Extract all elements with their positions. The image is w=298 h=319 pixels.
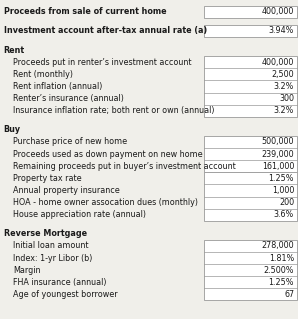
Text: 3.2%: 3.2%	[274, 106, 294, 115]
Text: 3.6%: 3.6%	[274, 210, 294, 219]
Text: Buy: Buy	[4, 125, 21, 134]
Text: 200: 200	[279, 198, 294, 207]
Text: Proceeds from sale of current home: Proceeds from sale of current home	[4, 7, 166, 16]
Text: 2.500%: 2.500%	[264, 266, 294, 275]
Text: 3.2%: 3.2%	[274, 82, 294, 91]
Text: 3.94%: 3.94%	[269, 26, 294, 35]
Text: Insurance inflation rate; both rent or own (annual): Insurance inflation rate; both rent or o…	[13, 106, 215, 115]
FancyBboxPatch shape	[204, 172, 297, 221]
FancyBboxPatch shape	[204, 240, 297, 300]
Text: Rent (monthly): Rent (monthly)	[13, 70, 73, 79]
Text: Proceeds put in renter’s investment account: Proceeds put in renter’s investment acco…	[13, 58, 192, 67]
Text: Property tax rate: Property tax rate	[13, 174, 82, 183]
FancyBboxPatch shape	[204, 6, 297, 18]
Text: 239,000: 239,000	[262, 150, 294, 159]
Text: 400,000: 400,000	[262, 7, 294, 16]
Text: Initial loan amount: Initial loan amount	[13, 241, 89, 250]
Text: 2,500: 2,500	[271, 70, 294, 79]
Text: Reverse Mortgage: Reverse Mortgage	[4, 229, 87, 238]
Text: Rent inflation (annual): Rent inflation (annual)	[13, 82, 103, 91]
Text: Age of youngest borrower: Age of youngest borrower	[13, 290, 118, 299]
Text: Remaining proceeds put in buyer’s investment account: Remaining proceeds put in buyer’s invest…	[13, 162, 236, 171]
Text: 278,000: 278,000	[262, 241, 294, 250]
Text: Renter’s insurance (annual): Renter’s insurance (annual)	[13, 94, 124, 103]
Text: FHA insurance (annual): FHA insurance (annual)	[13, 278, 107, 287]
Text: HOA - home owner assocation dues (monthly): HOA - home owner assocation dues (monthl…	[13, 198, 198, 207]
Text: 1.81%: 1.81%	[269, 254, 294, 263]
Text: 300: 300	[279, 94, 294, 103]
Text: 1,000: 1,000	[272, 186, 294, 195]
Text: Index: 1-yr Libor (b): Index: 1-yr Libor (b)	[13, 254, 93, 263]
Text: Rent: Rent	[4, 46, 25, 55]
Text: Investment account after-tax annual rate (a): Investment account after-tax annual rate…	[4, 26, 207, 35]
Text: 161,000: 161,000	[262, 162, 294, 171]
Text: Margin: Margin	[13, 266, 41, 275]
Text: Annual property insurance: Annual property insurance	[13, 186, 120, 195]
FancyBboxPatch shape	[204, 56, 297, 117]
Text: 500,000: 500,000	[262, 137, 294, 146]
FancyBboxPatch shape	[204, 136, 297, 172]
Text: House appreciation rate (annual): House appreciation rate (annual)	[13, 210, 146, 219]
Text: 1.25%: 1.25%	[268, 174, 294, 183]
Text: 1.25%: 1.25%	[268, 278, 294, 287]
Text: 67: 67	[284, 290, 294, 299]
FancyBboxPatch shape	[204, 25, 297, 37]
Text: Purchase price of new home: Purchase price of new home	[13, 137, 128, 146]
Text: 400,000: 400,000	[262, 58, 294, 67]
Text: Proceeds used as down payment on new home: Proceeds used as down payment on new hom…	[13, 150, 203, 159]
